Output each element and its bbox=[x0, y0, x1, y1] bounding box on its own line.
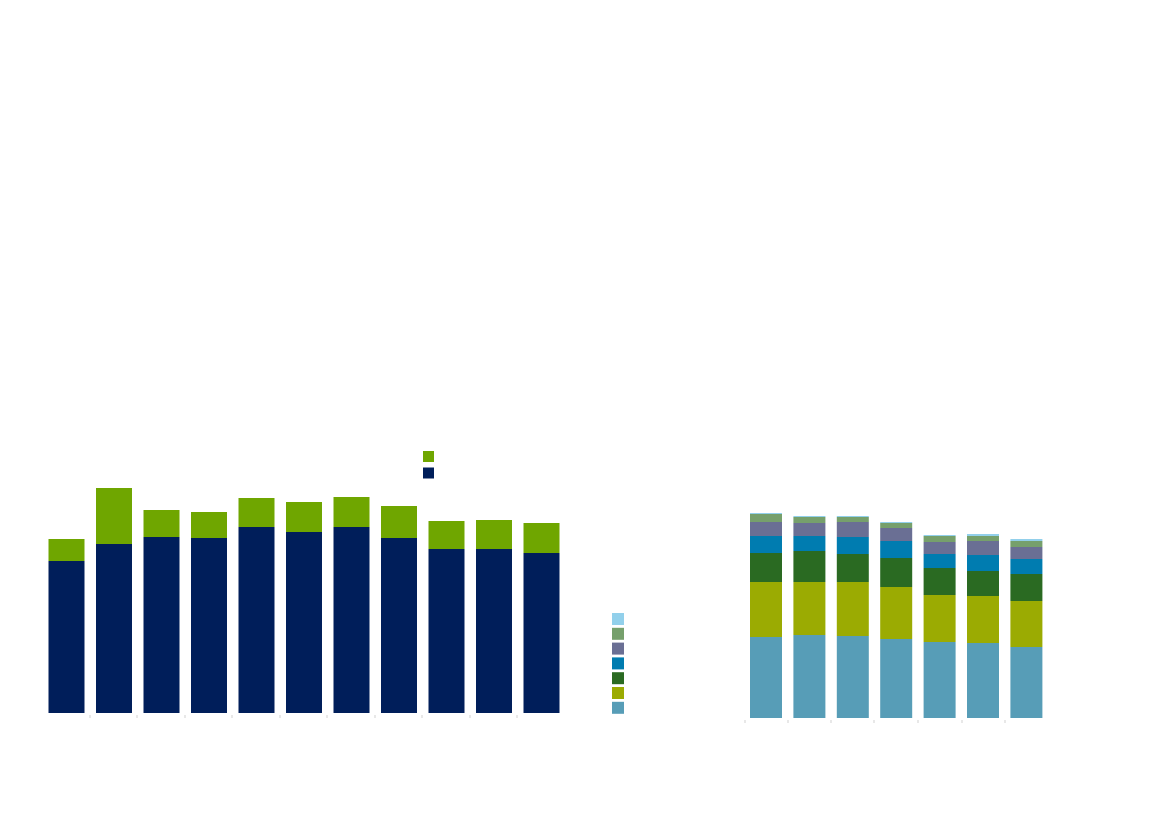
right-stacked-bar-chart bbox=[744, 513, 1043, 723]
bar-segment-1-series-1 bbox=[750, 637, 782, 718]
bar-segment-9-series-2 bbox=[428, 521, 465, 549]
bar-segment-3-series-2 bbox=[143, 510, 180, 537]
bar-segment-3-series-2 bbox=[836, 582, 869, 636]
bar-segment-1-series-3 bbox=[750, 553, 782, 582]
bar-segment-2-series-1 bbox=[96, 544, 132, 713]
bar-segment-3-series-6 bbox=[836, 517, 869, 522]
bar-segment-8-series-1 bbox=[381, 538, 417, 713]
bar-segment-6-series-3 bbox=[967, 571, 999, 596]
bar-segment-5-series-7 bbox=[923, 535, 956, 536]
bar-segment-7-series-1 bbox=[1010, 647, 1043, 718]
bar-segment-5-series-2 bbox=[923, 595, 956, 642]
legend-swatch-2 bbox=[423, 467, 434, 479]
bar-segment-4-series-4 bbox=[880, 541, 913, 558]
bar-segment-3-series-1 bbox=[143, 537, 180, 713]
bar-segment-1-series-2 bbox=[48, 539, 85, 561]
bar-segment-4-series-5 bbox=[880, 528, 913, 541]
legend-swatch-3 bbox=[612, 642, 624, 655]
bar-segment-7-series-7 bbox=[1010, 539, 1043, 541]
bar-segment-7-series-6 bbox=[1010, 541, 1043, 547]
bar-segment-4-series-3 bbox=[880, 558, 913, 587]
bar-segment-10-series-2 bbox=[476, 520, 512, 549]
bar-segment-11-series-1 bbox=[523, 553, 560, 713]
bar-segment-7-series-2 bbox=[1010, 601, 1043, 647]
bar-segment-2-series-6 bbox=[793, 517, 826, 523]
bar-segment-6-series-2 bbox=[286, 502, 322, 532]
bar-segment-4-series-7 bbox=[880, 522, 913, 523]
bar-segment-5-series-2 bbox=[238, 498, 275, 527]
bar-segment-5-series-1 bbox=[923, 642, 956, 718]
bar-segment-7-series-4 bbox=[1010, 559, 1043, 574]
bar-segment-2-series-4 bbox=[793, 536, 826, 551]
bar-segment-6-series-4 bbox=[967, 555, 999, 571]
bar-segment-2-series-7 bbox=[793, 516, 826, 517]
legend-swatch-4 bbox=[612, 657, 624, 670]
bar-segment-2-series-2 bbox=[96, 488, 132, 544]
bar-segment-9-series-1 bbox=[428, 549, 465, 713]
bar-segment-5-series-6 bbox=[923, 536, 956, 542]
bar-segment-7-series-2 bbox=[333, 497, 370, 527]
bar-segment-6-series-1 bbox=[286, 532, 322, 713]
bar-segment-4-series-1 bbox=[191, 538, 227, 713]
bar-segment-2-series-5 bbox=[793, 523, 826, 536]
bar-segment-6-series-5 bbox=[967, 541, 999, 555]
bar-segment-8-series-2 bbox=[381, 506, 417, 538]
bar-segment-3-series-4 bbox=[836, 537, 869, 554]
bar-segment-1-series-1 bbox=[48, 561, 85, 713]
bar-segment-3-series-5 bbox=[836, 522, 869, 537]
legend-swatch-6 bbox=[612, 687, 624, 699]
bar-segment-6-series-2 bbox=[967, 596, 999, 643]
bar-segment-4-series-2 bbox=[880, 587, 913, 639]
bar-segment-3-series-1 bbox=[836, 636, 869, 718]
bar-segment-2-series-1 bbox=[793, 635, 826, 718]
bar-segment-5-series-1 bbox=[238, 527, 275, 713]
bar-segment-1-series-6 bbox=[750, 514, 782, 522]
bar-segment-7-series-5 bbox=[1010, 547, 1043, 559]
bar-segment-4-series-2 bbox=[191, 512, 227, 538]
bar-segment-1-series-4 bbox=[750, 536, 782, 553]
bar-segment-7-series-3 bbox=[1010, 574, 1043, 601]
bar-segment-6-series-6 bbox=[967, 536, 999, 541]
bar-segment-3-series-3 bbox=[836, 554, 869, 582]
legend-swatch-7 bbox=[612, 701, 624, 714]
bar-segment-6-series-1 bbox=[967, 643, 999, 718]
bar-segment-1-series-2 bbox=[750, 582, 782, 637]
legend-swatch-2 bbox=[612, 627, 624, 640]
bar-segment-3-series-7 bbox=[836, 516, 869, 517]
bar-segment-2-series-2 bbox=[793, 582, 826, 635]
bar-segment-6-series-7 bbox=[967, 534, 999, 536]
left-chart-legend bbox=[423, 451, 434, 479]
legend-swatch-1 bbox=[423, 451, 434, 462]
bar-segment-2-series-3 bbox=[793, 551, 826, 582]
bar-segment-11-series-2 bbox=[523, 523, 560, 553]
bar-segment-7-series-1 bbox=[333, 527, 370, 713]
bar-segment-4-series-1 bbox=[880, 639, 913, 718]
bar-segment-1-series-5 bbox=[750, 522, 782, 536]
bar-segment-1-series-7 bbox=[750, 513, 782, 514]
bar-segment-5-series-4 bbox=[923, 554, 956, 568]
bar-segment-4-series-6 bbox=[880, 523, 913, 528]
right-chart-legend bbox=[612, 613, 624, 714]
bar-segment-5-series-5 bbox=[923, 542, 956, 554]
bar-segment-10-series-1 bbox=[476, 549, 512, 713]
legend-swatch-5 bbox=[612, 672, 624, 685]
bar-segment-5-series-3 bbox=[923, 568, 956, 595]
legend-swatch-1 bbox=[612, 613, 624, 625]
left-stacked-bar-chart bbox=[48, 488, 560, 718]
